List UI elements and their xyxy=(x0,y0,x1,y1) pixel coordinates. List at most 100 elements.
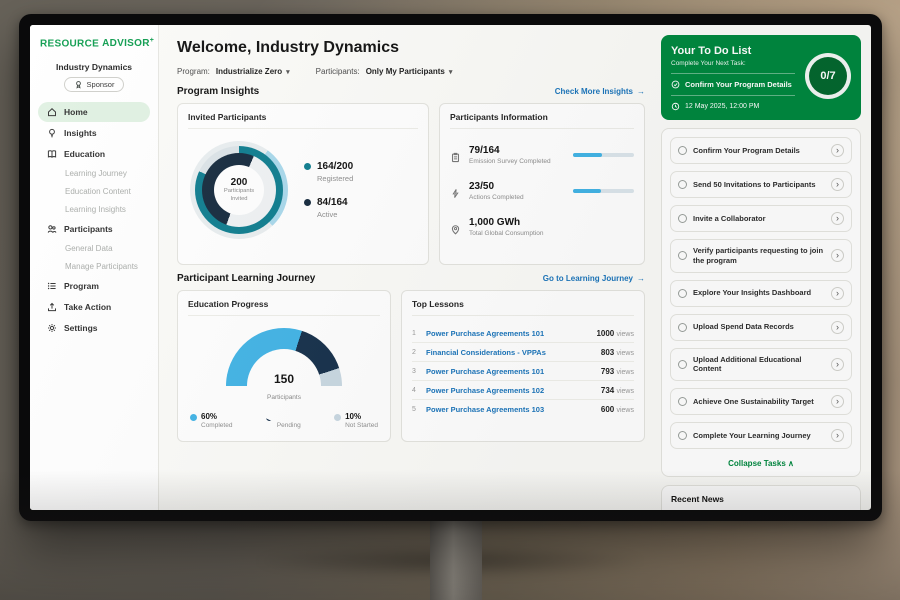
dashboard-screen: RESOURCEADVISOR+ Industry Dynamics Spons… xyxy=(30,25,871,510)
task-label: Send 50 Invitations to Participants xyxy=(693,180,825,190)
sidebar-item-label: Education Content xyxy=(65,187,131,196)
todo-task[interactable]: Achieve One Sustainability Target › xyxy=(670,388,852,415)
program-insights-header: Program Insights Check More Insights → xyxy=(177,86,645,97)
sidebar-item-education[interactable]: Education xyxy=(38,144,150,164)
sidebar-item-label: Participants xyxy=(64,224,113,234)
invited-legend: 164/200 Registered 84/164 Active xyxy=(304,161,353,219)
sidebar-item-take-action[interactable]: Take Action xyxy=(38,297,150,317)
go-to-learning-journey-link[interactable]: Go to Learning Journey → xyxy=(543,274,645,283)
sidebar-item-general-data[interactable]: General Data xyxy=(38,240,150,257)
sidebar-item-home[interactable]: Home xyxy=(38,102,150,122)
gauge-center-label: Participants xyxy=(267,394,301,401)
education-gauge-chart: 150 Participants xyxy=(226,328,342,386)
task-chevron-icon[interactable]: › xyxy=(831,212,844,225)
lesson-views-suffix: views xyxy=(616,331,634,338)
todo-task[interactable]: Complete Your Learning Journey › xyxy=(670,422,852,449)
sidebar: RESOURCEADVISOR+ Industry Dynamics Spons… xyxy=(30,25,159,510)
lesson-views-value: 803 xyxy=(601,348,614,357)
todo-task[interactable]: Upload Spend Data Records › xyxy=(670,314,852,341)
legend-item-not-started: 10% Not Started xyxy=(334,412,378,429)
todo-task[interactable]: Confirm Your Program Details › xyxy=(670,137,852,164)
info-value: 1,000 GWh xyxy=(469,217,543,228)
task-chevron-icon[interactable]: › xyxy=(831,178,844,191)
todo-task[interactable]: Verify participants requesting to join t… xyxy=(670,239,852,273)
recent-news-card: Recent News xyxy=(661,485,861,510)
sidebar-item-participants[interactable]: Participants xyxy=(38,219,150,239)
task-chevron-icon[interactable]: › xyxy=(831,287,844,300)
main-content: Welcome, Industry Dynamics Program: Indu… xyxy=(159,25,657,510)
lesson-row: 3 Power Purchase Agreements 101 793 view… xyxy=(412,362,634,381)
lesson-link[interactable]: Power Purchase Agreements 103 xyxy=(426,405,595,414)
legend-dot xyxy=(304,199,311,206)
todo-next-task-label: Confirm Your Program Details xyxy=(685,80,792,89)
sidebar-item-settings[interactable]: Settings xyxy=(38,318,150,338)
task-checkbox[interactable] xyxy=(678,180,687,189)
info-value: 23/50 xyxy=(469,181,565,192)
task-chevron-icon[interactable]: › xyxy=(831,358,844,371)
task-chevron-icon[interactable]: › xyxy=(831,249,844,262)
sidebar-item-insights[interactable]: Insights xyxy=(38,123,150,143)
program-filter-label: Program: xyxy=(177,67,210,76)
recent-news-title: Recent News xyxy=(671,494,724,504)
lesson-views-value: 1000 xyxy=(596,329,614,338)
collapse-tasks-label: Collapse Tasks xyxy=(728,459,786,468)
participants-filter-dropdown[interactable]: Only My Participants ▾ xyxy=(366,67,453,76)
task-chevron-icon[interactable]: › xyxy=(831,144,844,157)
participants-filter-value: Only My Participants xyxy=(366,67,445,76)
program-insights-title: Program Insights xyxy=(177,86,259,97)
todo-task[interactable]: Upload Additional Educational Content › xyxy=(670,348,852,382)
arrow-right-icon: → xyxy=(637,87,645,96)
lesson-link[interactable]: Power Purchase Agreements 102 xyxy=(426,386,595,395)
sidebar-item-label: Learning Journey xyxy=(65,169,127,178)
lesson-rank: 3 xyxy=(412,368,420,375)
education-card-title: Education Progress xyxy=(188,299,380,316)
task-chevron-icon[interactable]: › xyxy=(831,395,844,408)
info-label: Actions Completed xyxy=(469,194,565,201)
sidebar-item-manage-participants[interactable]: Manage Participants xyxy=(38,258,150,275)
collapse-tasks-link[interactable]: Collapse Tasks ∧ xyxy=(670,456,852,472)
sidebar-item-label: General Data xyxy=(65,244,113,253)
go-to-learning-journey-label: Go to Learning Journey xyxy=(543,274,633,283)
lesson-rank: 5 xyxy=(412,406,420,413)
legend-value: 164/200 xyxy=(317,161,353,172)
program-filter-dropdown[interactable]: Industrialize Zero ▾ xyxy=(216,67,290,76)
lesson-link[interactable]: Power Purchase Agreements 101 xyxy=(426,367,595,376)
lesson-views-value: 600 xyxy=(601,405,614,414)
lesson-link[interactable]: Power Purchase Agreements 101 xyxy=(426,329,590,338)
todo-task[interactable]: Invite a Collaborator › xyxy=(670,205,852,232)
check-more-insights-link[interactable]: Check More Insights → xyxy=(555,87,645,96)
lesson-views-suffix: views xyxy=(616,350,634,357)
learning-cards-row: Education Progress 150 Participants xyxy=(177,290,645,442)
task-checkbox[interactable] xyxy=(678,397,687,406)
todo-task[interactable]: Send 50 Invitations to Participants › xyxy=(670,171,852,198)
participants-filter-label: Participants: xyxy=(316,67,360,76)
sidebar-item-label: Program xyxy=(64,281,99,291)
lesson-link[interactable]: Financial Considerations - VPPAs xyxy=(426,348,595,357)
info-label: Total Global Consumption xyxy=(469,230,543,237)
invited-center-label: Participants Invited xyxy=(221,188,257,202)
sidebar-item-program[interactable]: Program xyxy=(38,276,150,296)
task-checkbox[interactable] xyxy=(678,251,687,260)
task-checkbox[interactable] xyxy=(678,431,687,440)
task-checkbox[interactable] xyxy=(678,360,687,369)
legend-value: 60% xyxy=(201,412,232,421)
task-checkbox[interactable] xyxy=(678,214,687,223)
legend-dot xyxy=(190,414,197,421)
todo-task[interactable]: Explore Your Insights Dashboard › xyxy=(670,280,852,307)
todo-next-task[interactable]: Confirm Your Program Details xyxy=(671,73,795,96)
sidebar-item-education-content[interactable]: Education Content xyxy=(38,183,150,200)
task-checkbox[interactable] xyxy=(678,323,687,332)
actions-progress-bar xyxy=(573,189,634,193)
task-checkbox[interactable] xyxy=(678,289,687,298)
sidebar-item-learning-insights[interactable]: Learning Insights xyxy=(38,201,150,218)
task-chevron-icon[interactable]: › xyxy=(831,429,844,442)
task-chevron-icon[interactable]: › xyxy=(831,321,844,334)
todo-progress-value: 0/7 xyxy=(820,70,835,82)
legend-label: Registered xyxy=(317,174,353,183)
invited-card-title: Invited Participants xyxy=(188,112,418,129)
invited-center-value: 200 xyxy=(231,177,248,188)
sidebar-item-learning-journey[interactable]: Learning Journey xyxy=(38,165,150,182)
todo-due-label: 12 May 2025, 12:00 PM xyxy=(685,103,759,110)
app-logo: RESOURCEADVISOR+ xyxy=(38,35,150,58)
task-checkbox[interactable] xyxy=(678,146,687,155)
